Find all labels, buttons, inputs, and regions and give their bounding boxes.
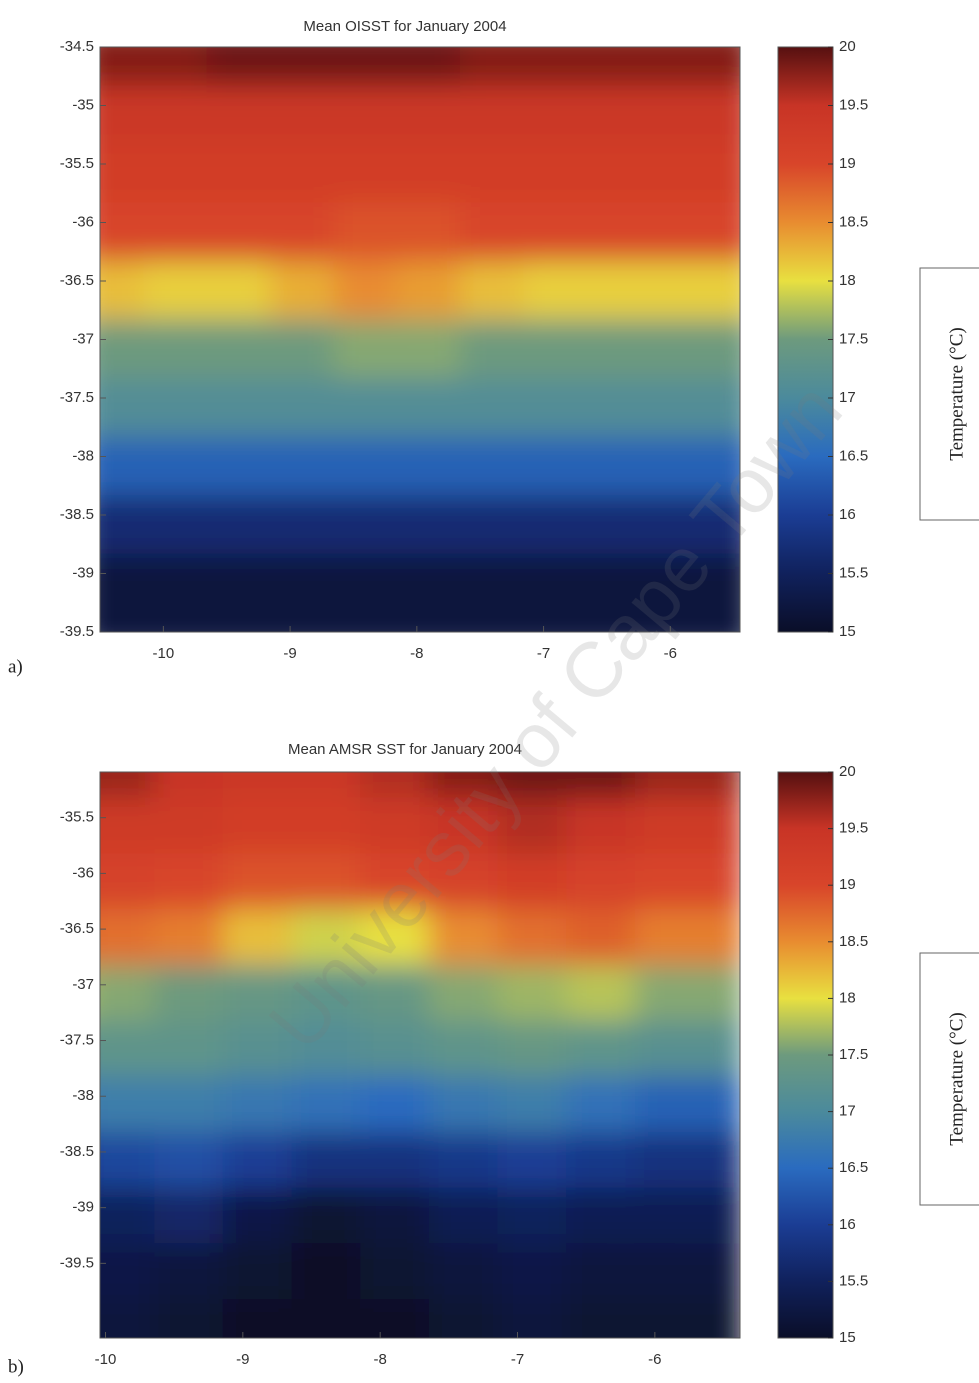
y-tick-label: -37: [72, 976, 94, 993]
x-tick-label: -9: [283, 645, 296, 662]
colorbar-label-box: [919, 267, 979, 521]
colorbar-tick-label: 15: [839, 1329, 856, 1346]
colorbar-tick-label: 17.5: [839, 330, 868, 347]
colorbar-tick-label: 16: [839, 506, 856, 523]
y-tick-label: -34.5: [60, 38, 94, 55]
colorbar-tick-label: 18.5: [839, 933, 868, 950]
colorbar-tick-label: 19.5: [839, 820, 868, 837]
heatmap-cell: [634, 1299, 740, 1338]
y-tick-label: -39.5: [60, 623, 94, 640]
x-tick-label: -10: [153, 645, 175, 662]
colorbar-label: Temperature (°C): [946, 327, 967, 460]
x-tick-label: -9: [236, 1351, 249, 1368]
colorbar-tick-label: 16: [839, 1216, 856, 1233]
y-tick-label: -38: [72, 447, 94, 464]
x-tick-label: -8: [410, 645, 423, 662]
colorbar-tick-label: 20: [839, 763, 856, 780]
y-tick-label: -37.5: [60, 1031, 94, 1048]
y-tick-label: -38.5: [60, 506, 94, 523]
y-tick-label: -37: [72, 330, 94, 347]
x-tick-label: -10: [95, 1351, 117, 1368]
colorbar-tick-label: 16.5: [839, 447, 868, 464]
y-tick-label: -35.5: [60, 809, 94, 826]
colorbar-tick-label: 20: [839, 38, 856, 55]
y-tick-label: -38: [72, 1087, 94, 1104]
x-tick-label: -7: [537, 645, 550, 662]
y-tick-label: -36.5: [60, 272, 94, 289]
chart-title: Mean OISST for January 2004: [303, 18, 506, 35]
heatmap-area: [100, 47, 740, 632]
plot-frame: [99, 771, 741, 1339]
x-tick-label: -7: [511, 1351, 524, 1368]
heatmap: [100, 47, 740, 632]
colorbar-tick-label: 19: [839, 155, 856, 172]
colorbar-tick-label: 15.5: [839, 1272, 868, 1289]
y-tick-label: -39: [72, 564, 94, 581]
colorbar-tick-label: 17: [839, 1103, 856, 1120]
heatmap-cell: [650, 553, 740, 632]
colorbar-tick-label: 16.5: [839, 1159, 868, 1176]
y-tick-label: -35.5: [60, 155, 94, 172]
x-tick-label: -6: [664, 645, 677, 662]
y-tick-label: -36: [72, 213, 94, 230]
colorbar-label: Temperature (°C): [946, 1012, 967, 1145]
colorbar-tick-label: 15.5: [839, 564, 868, 581]
chart-title: Mean AMSR SST for January 2004: [288, 741, 522, 758]
y-tick-label: -36: [72, 864, 94, 881]
y-tick-label: -37.5: [60, 389, 94, 406]
y-tick-label: -39.5: [60, 1254, 94, 1271]
x-tick-label: -8: [373, 1351, 386, 1368]
heatmap: [100, 772, 740, 1338]
y-tick-label: -39: [72, 1199, 94, 1216]
heatmap-area: [100, 772, 740, 1338]
colorbar-label-box: [919, 952, 979, 1206]
colorbar-tick-label: 18: [839, 272, 856, 289]
colorbar-tick-label: 17: [839, 389, 856, 406]
colorbar: [777, 771, 834, 1339]
colorbar-tick-label: 18.5: [839, 213, 868, 230]
y-tick-label: -38.5: [60, 1143, 94, 1160]
colorbar-tick-label: 19: [839, 876, 856, 893]
y-tick-label: -35: [72, 96, 94, 113]
y-tick-label: -36.5: [60, 920, 94, 937]
panel-label: a): [8, 656, 23, 677]
panel-label: b): [8, 1356, 24, 1377]
colorbar-tick-label: 17.5: [839, 1046, 868, 1063]
colorbar-tick-label: 18: [839, 989, 856, 1006]
colorbar-tick-label: 19.5: [839, 96, 868, 113]
colorbar: [777, 46, 834, 633]
x-tick-label: -6: [648, 1351, 661, 1368]
colorbar-tick-label: 15: [839, 623, 856, 640]
